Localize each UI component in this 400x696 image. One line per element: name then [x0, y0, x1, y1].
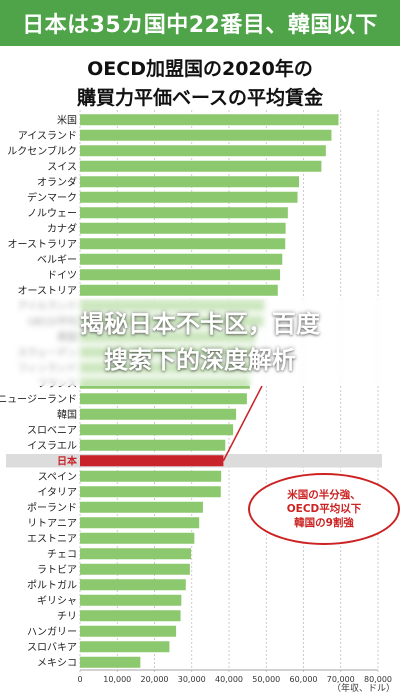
category-label: フランス: [37, 378, 77, 390]
bar: [80, 486, 221, 498]
bar: [80, 377, 250, 389]
bar: [80, 129, 332, 141]
category-label: スロバキア: [27, 641, 77, 653]
bar: [80, 517, 200, 529]
bar: [80, 207, 288, 219]
unit-label: （年収、ドル）: [332, 682, 395, 694]
bar: [80, 501, 203, 513]
bar: [80, 191, 298, 203]
header-banner: 日本は35カ国中22番目、韓国以下: [0, 0, 400, 46]
chart-title-block: OECD加盟国の2020年の 購買力平価ベースの平均賃金: [0, 46, 400, 109]
bar: [80, 656, 141, 668]
bar: [80, 269, 281, 281]
bar: [80, 393, 247, 405]
bar: [80, 548, 192, 560]
callout-line-3: 韓国の9割強: [294, 517, 354, 529]
category-label: ニュージーランド: [0, 393, 77, 405]
bar: [80, 114, 339, 126]
category-label: ドイツ: [47, 270, 77, 281]
category-label: ノルウェー: [27, 207, 77, 219]
category-label: ラトビア: [37, 564, 77, 576]
chart-subtitle: 購買力平価ベースの平均賃金: [76, 87, 324, 109]
bar: [80, 532, 195, 544]
bar: [80, 145, 326, 157]
x-tick-label: 20,000: [141, 675, 169, 684]
x-tick-label: 30,000: [178, 675, 206, 684]
bar: [80, 610, 181, 622]
bar: [80, 160, 322, 172]
category-label: エストニア: [27, 534, 77, 545]
bar: [80, 253, 283, 265]
category-label: カナダ: [47, 222, 77, 235]
category-label: オーストラリア: [8, 238, 78, 250]
bar-rows: 米国アイスランドルクセンブルクスイスオランダデンマークノルウェーカナダオーストラ…: [0, 113, 382, 669]
x-tick-label: 0: [77, 675, 82, 684]
category-label: イタリア: [37, 486, 77, 498]
callout-line-1: 米国の半分強、: [287, 489, 361, 501]
gridlines: [79, 110, 379, 672]
category-label: ハンガリー: [27, 626, 77, 638]
bar: [80, 641, 170, 653]
chart-title: OECD加盟国の2020年の: [87, 58, 313, 80]
callout-line-2: OECD平均以下: [286, 503, 362, 515]
callout-connector: [222, 385, 263, 462]
overlay-line-2: 搜索下的深度解析: [104, 346, 296, 374]
x-tick-label: 70,000: [327, 675, 355, 684]
overlay-headline: 揭秘日本不卡区，百度 搜索下的深度解析: [0, 306, 400, 378]
category-label: ポーランド: [27, 502, 77, 514]
bar: [80, 470, 222, 482]
x-tick-label: 10,000: [103, 675, 131, 684]
category-label: イスラエル: [27, 440, 77, 452]
category-label: 韓国: [57, 409, 77, 421]
category-label: オランダ: [37, 175, 77, 188]
bar: [80, 579, 186, 591]
category-label: デンマーク: [27, 191, 77, 204]
category-label: オーストリア: [18, 285, 78, 297]
category-label: スロベニア: [27, 424, 77, 436]
category-label: メキシコ: [37, 658, 77, 669]
bar: [80, 563, 190, 575]
bar: [80, 594, 182, 606]
bar: [80, 238, 286, 250]
bar: [80, 424, 234, 436]
category-label: スイス: [47, 162, 77, 173]
category-label: ポルトガル: [27, 579, 77, 591]
bar: [80, 408, 237, 420]
bar: [80, 625, 177, 637]
category-label: ギリシャ: [37, 595, 77, 607]
category-label: チリ: [57, 610, 77, 622]
x-tick-label: 40,000: [215, 675, 243, 684]
x-tick-label: 60,000: [290, 675, 318, 684]
category-label: ルクセンブルク: [7, 144, 77, 157]
category-label: アイスランド: [18, 130, 77, 142]
japan-callout: 米国の半分強、 OECD平均以下 韓国の9割強: [248, 473, 400, 545]
category-label: 日本: [57, 454, 78, 467]
category-label: リトアニア: [27, 518, 77, 529]
category-label: チェコ: [47, 548, 77, 560]
bar: [80, 439, 226, 451]
bar: [80, 455, 224, 467]
bar: [80, 222, 286, 234]
bar-chart: 米国アイスランドルクセンブルクスイスオランダデンマークノルウェーカナダオーストラ…: [0, 110, 395, 694]
bar: [80, 284, 278, 296]
x-tick-label: 80,000: [364, 675, 392, 684]
overlay-line-1: 揭秘日本不卡区，百度: [80, 310, 320, 338]
x-axis: 0 10,000 20,000 30,000 40,000 50,000 60,000 70,…: [77, 669, 392, 684]
category-label: 米国: [57, 113, 77, 126]
category-label: スペイン: [38, 472, 77, 483]
bar: [80, 176, 300, 188]
category-label: ベルギー: [37, 254, 77, 266]
x-tick-label: 50,000: [252, 675, 280, 684]
